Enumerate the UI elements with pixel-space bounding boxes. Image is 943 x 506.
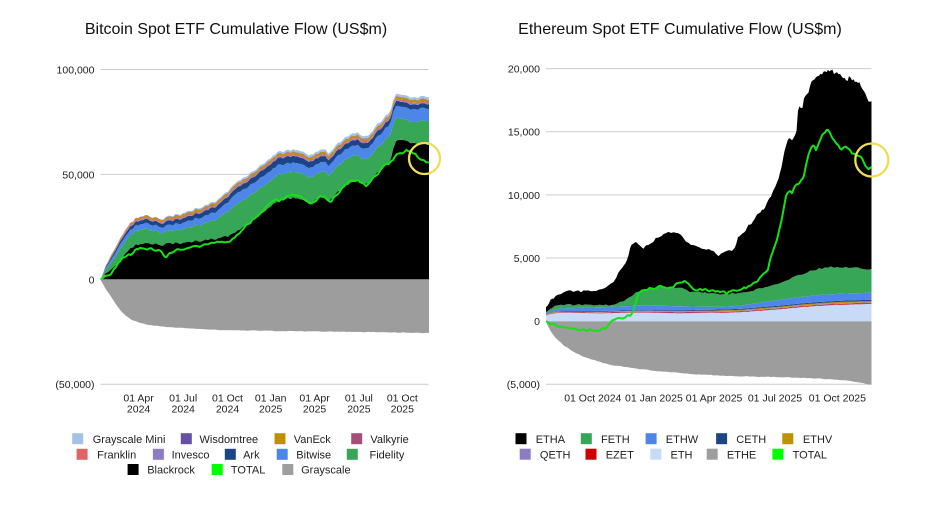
svg-text:2024: 2024 (127, 404, 151, 416)
svg-text:QETH: QETH (540, 449, 571, 461)
svg-text:2025: 2025 (259, 404, 283, 416)
svg-text:Wisdomtree: Wisdomtree (200, 434, 259, 446)
svg-text:01 Apr 2025: 01 Apr 2025 (686, 393, 743, 405)
svg-text:01 Jul: 01 Jul (345, 393, 373, 405)
svg-text:Invesco: Invesco (172, 450, 210, 462)
svg-text:FETH: FETH (601, 434, 630, 446)
svg-text:100,000: 100,000 (57, 65, 95, 77)
svg-text:ETHW: ETHW (666, 434, 699, 446)
svg-text:5,000: 5,000 (514, 253, 540, 265)
svg-text:TOTAL: TOTAL (231, 465, 265, 477)
svg-text:Bitwise: Bitwise (296, 450, 331, 462)
svg-text:Grayscale Mini: Grayscale Mini (93, 434, 166, 446)
svg-text:Blackrock: Blackrock (147, 465, 195, 477)
svg-text:01 Jan: 01 Jan (255, 393, 287, 405)
svg-text:Bitcoin Spot ETF Cumulative Fl: Bitcoin Spot ETF Cumulative Flow (US$m) (85, 21, 387, 38)
svg-text:Ark: Ark (243, 450, 260, 462)
svg-text:0: 0 (89, 274, 95, 286)
svg-text:(5,000): (5,000) (507, 379, 540, 391)
svg-text:20,000: 20,000 (508, 64, 540, 76)
svg-text:15,000: 15,000 (508, 127, 540, 139)
svg-text:Franklin: Franklin (97, 450, 136, 462)
svg-text:01 Oct: 01 Oct (212, 393, 243, 405)
svg-text:Fidelity: Fidelity (370, 450, 405, 462)
svg-text:ETHE: ETHE (727, 449, 756, 461)
svg-text:01 Oct 2024: 01 Oct 2024 (564, 393, 621, 405)
svg-text:2025: 2025 (347, 404, 371, 416)
svg-text:Valkyrie: Valkyrie (370, 434, 408, 446)
svg-text:TOTAL: TOTAL (793, 449, 827, 461)
svg-text:01 Jul 2025: 01 Jul 2025 (748, 393, 802, 405)
svg-text:ETHA: ETHA (536, 434, 566, 446)
svg-text:01 Apr: 01 Apr (123, 393, 154, 405)
svg-text:01 Jan 2025: 01 Jan 2025 (625, 393, 683, 405)
svg-text:EZET: EZET (606, 449, 634, 461)
svg-text:01 Jul: 01 Jul (169, 393, 197, 405)
svg-text:2024: 2024 (216, 404, 240, 416)
svg-text:01 Oct: 01 Oct (387, 393, 418, 405)
svg-text:Ethereum Spot ETF Cumulative F: Ethereum Spot ETF Cumulative Flow (US$m) (518, 21, 842, 38)
svg-text:ETH: ETH (671, 449, 693, 461)
svg-text:2025: 2025 (391, 404, 415, 416)
svg-text:Grayscale: Grayscale (301, 465, 351, 477)
svg-text:VanEck: VanEck (294, 434, 332, 446)
svg-text:10,000: 10,000 (508, 190, 540, 202)
svg-text:ETHV: ETHV (803, 434, 833, 446)
svg-text:01 Oct 2025: 01 Oct 2025 (809, 393, 866, 405)
svg-text:0: 0 (534, 316, 540, 328)
svg-text:(50,000): (50,000) (55, 379, 94, 391)
svg-text:01 Apr: 01 Apr (299, 393, 330, 405)
svg-text:50,000: 50,000 (62, 169, 94, 181)
svg-text:2024: 2024 (172, 404, 196, 416)
svg-text:CETH: CETH (736, 434, 766, 446)
svg-text:2025: 2025 (303, 404, 327, 416)
